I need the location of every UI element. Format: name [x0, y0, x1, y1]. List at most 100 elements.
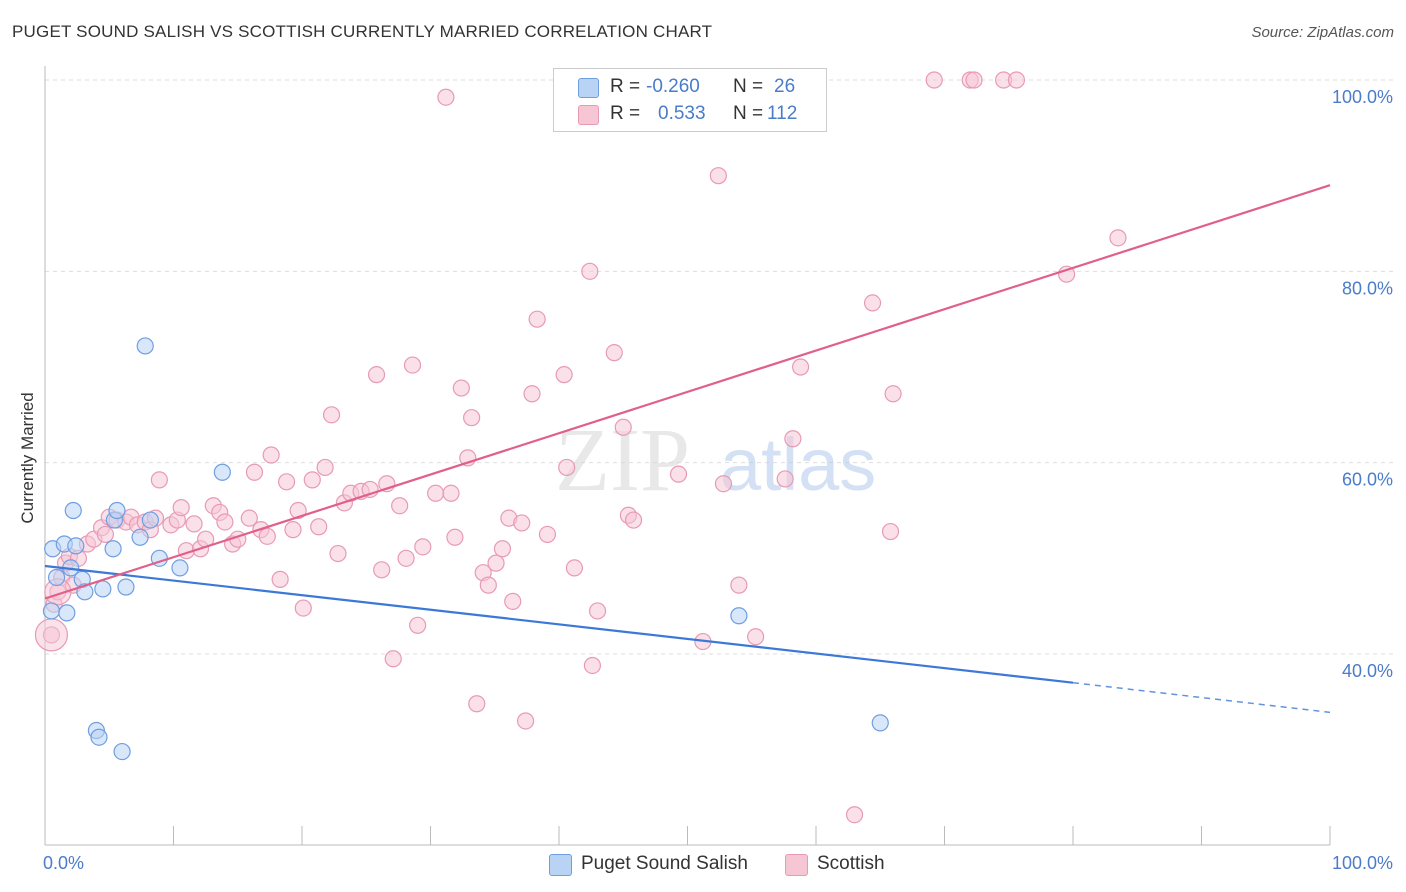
- data-point: [565, 559, 584, 577]
- data-point: [150, 471, 168, 489]
- data-point: [523, 385, 541, 403]
- data-point: [58, 604, 76, 622]
- legend-swatch-blue: [578, 78, 599, 98]
- data-point: [516, 712, 535, 730]
- data-point: [262, 446, 280, 464]
- data-point: [367, 366, 386, 384]
- chart-title: PUGET SOUND SALISH VS SCOTTISH CURRENTLY…: [12, 22, 713, 41]
- legend-n-value: 26: [774, 76, 796, 97]
- data-point: [131, 528, 149, 546]
- data-point: [322, 406, 341, 424]
- data-point: [863, 294, 882, 312]
- gridlines: [45, 79, 1395, 655]
- data-point: [258, 527, 276, 545]
- data-point: [171, 559, 189, 577]
- tick-labels: 40.0% 60.0% 80.0% 100.0% 0.0% 100.0%: [43, 87, 1393, 873]
- data-point: [925, 71, 943, 89]
- data-point: [747, 628, 765, 646]
- data-point: [240, 509, 258, 527]
- data-point: [245, 463, 264, 481]
- data-point: [397, 549, 415, 567]
- data-point: [310, 518, 328, 536]
- legend-r-value: -0.260: [646, 76, 700, 97]
- data-point: [487, 554, 505, 572]
- data-point: [384, 650, 402, 668]
- y-tick-label: 60.0%: [1342, 470, 1393, 490]
- y-tick-label: 40.0%: [1342, 661, 1393, 681]
- scottish-points: [34, 71, 1127, 824]
- bottom-legend-label: Scottish: [817, 853, 885, 874]
- data-point: [714, 475, 733, 493]
- data-point: [884, 385, 902, 403]
- data-point: [289, 501, 307, 520]
- data-point: [581, 262, 599, 280]
- correlation-legend: R = -0.260 N = 26 R = 0.533 N = 112: [553, 68, 827, 132]
- data-point: [136, 337, 154, 355]
- data-point: [172, 499, 190, 517]
- trend-lines: [44, 184, 1331, 714]
- data-point: [96, 525, 114, 544]
- data-point: [605, 344, 623, 362]
- data-point: [528, 310, 546, 328]
- data-point: [1109, 229, 1127, 247]
- data-point: [871, 714, 889, 732]
- data-point: [47, 568, 66, 587]
- data-point: [468, 695, 486, 713]
- data-point: [409, 616, 427, 634]
- data-point: [493, 540, 512, 558]
- data-point: [141, 511, 159, 529]
- data-point: [316, 458, 334, 477]
- source-credit: Source: ZipAtlas.com: [1251, 24, 1394, 41]
- legend-r-label: R =: [610, 103, 641, 124]
- data-point: [303, 471, 321, 489]
- legend-r-label: R =: [610, 76, 641, 97]
- data-point: [776, 470, 794, 488]
- data-point: [446, 528, 464, 546]
- data-point: [583, 656, 602, 675]
- data-point: [294, 599, 312, 617]
- data-point: [34, 618, 69, 652]
- data-point: [845, 806, 864, 824]
- data-point: [504, 592, 522, 610]
- data-point: [403, 356, 422, 374]
- puget-sound-salish-points: [42, 337, 889, 761]
- y-tick-label: 100.0%: [1332, 87, 1393, 107]
- data-point: [614, 418, 632, 436]
- data-point: [213, 463, 231, 481]
- data-point: [42, 602, 61, 620]
- watermark: ZIP atlas: [555, 411, 876, 510]
- trend-line-scottish: [44, 184, 1331, 600]
- data-point: [185, 515, 203, 533]
- x-tick-label: 100.0%: [1332, 853, 1393, 873]
- legend-n-label: N =: [733, 76, 764, 97]
- legend-r-value: 0.533: [658, 103, 706, 124]
- data-point: [784, 430, 802, 448]
- data-point: [624, 511, 643, 529]
- legend-n-value: 112: [767, 103, 798, 124]
- legend-swatch-pink: [578, 105, 599, 125]
- data-point: [427, 484, 445, 502]
- legend-n-label: N =: [733, 103, 764, 124]
- data-point: [94, 580, 112, 598]
- data-point: [373, 561, 391, 579]
- data-point: [709, 167, 727, 185]
- data-point: [391, 497, 409, 515]
- y-axis-label: Currently Married: [18, 392, 37, 524]
- data-point: [730, 607, 748, 625]
- data-point: [452, 379, 470, 397]
- data-point: [277, 473, 296, 491]
- data-point: [479, 576, 497, 594]
- trend-line-puget: [44, 564, 1074, 684]
- bottom-legend-swatch-blue: [549, 854, 572, 876]
- x-tick-label: 0.0%: [43, 853, 84, 873]
- data-point: [1007, 71, 1026, 89]
- data-point: [442, 484, 460, 502]
- data-point: [271, 570, 289, 588]
- data-point: [965, 71, 983, 89]
- data-point: [588, 602, 607, 620]
- data-point: [538, 525, 557, 544]
- bottom-legend-swatch-pink: [785, 854, 808, 876]
- trend-line-puget-extension: [1072, 681, 1331, 714]
- data-point: [558, 458, 576, 477]
